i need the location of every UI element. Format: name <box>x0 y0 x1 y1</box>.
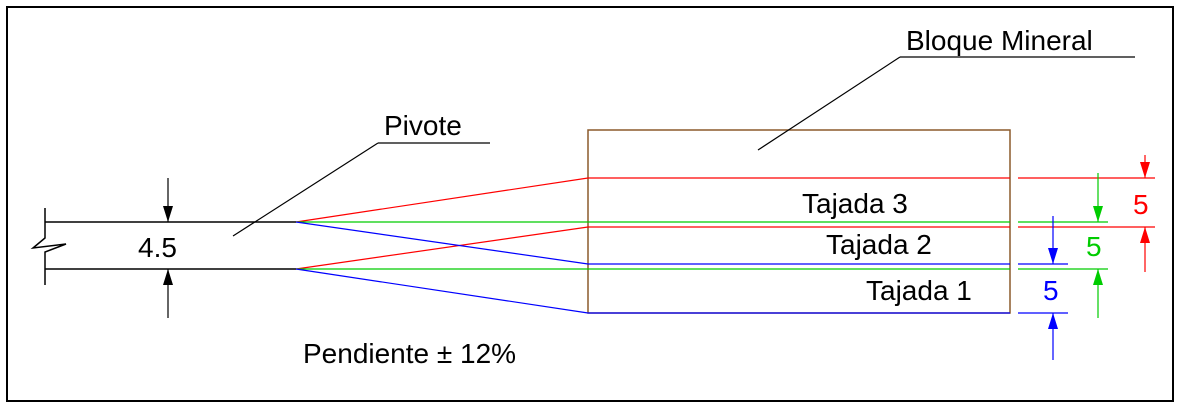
slice3-dimension-value: 5 <box>1133 189 1149 220</box>
pendiente-label: Pendiente ± 12% <box>303 338 516 369</box>
slice3-ramp-bottom <box>295 226 589 270</box>
tajada1-label: Tajada 1 <box>866 275 972 306</box>
frame <box>6 6 1174 402</box>
slice1-ramp-bottom <box>295 268 589 314</box>
gallery-dimension <box>163 178 173 318</box>
pivote-leader <box>232 142 379 237</box>
slice1-dimension <box>1048 216 1058 360</box>
bloque-leader <box>757 56 901 151</box>
slice3-dimension <box>1140 155 1150 272</box>
slice1-ramp-top <box>295 221 589 265</box>
bloque-label: Bloque Mineral <box>906 25 1093 56</box>
gallery-height-value: 4.5 <box>138 232 177 263</box>
pivote-label: Pivote <box>384 110 462 141</box>
slice2-dimension <box>1093 173 1103 318</box>
slice3-ramp-top <box>295 177 589 223</box>
tajada2-label: Tajada 2 <box>826 229 932 260</box>
slice2-dimension-value: 5 <box>1086 231 1102 262</box>
slice1-dimension-value: 5 <box>1043 275 1059 306</box>
tajada3-label: Tajada 3 <box>802 188 908 219</box>
break-symbol <box>30 208 67 285</box>
